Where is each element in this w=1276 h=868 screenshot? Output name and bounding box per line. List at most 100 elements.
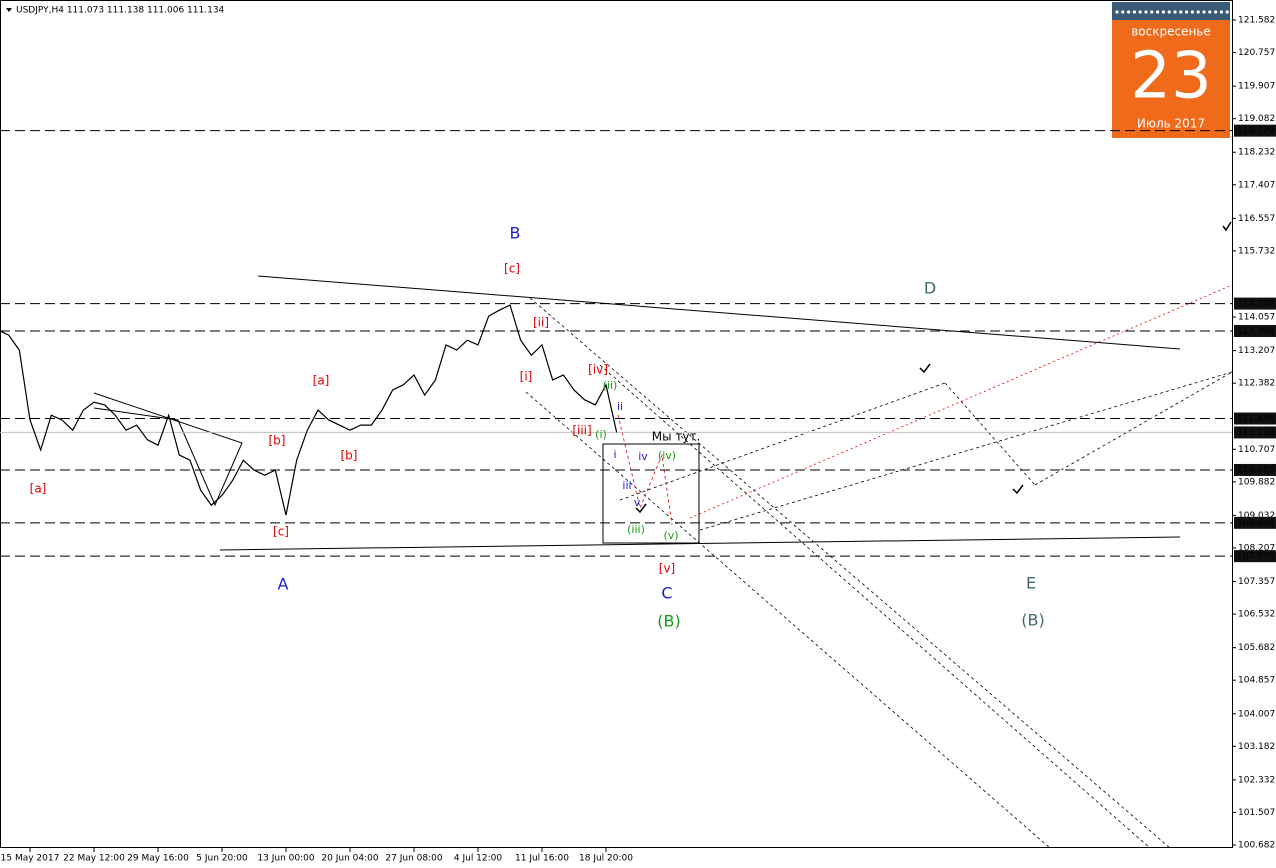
check-mark [1012, 484, 1024, 495]
y-tick-label: 114.057 [1238, 313, 1275, 323]
y-tick-label: 112.382 [1238, 379, 1275, 389]
channel-line [944, 382, 1036, 486]
x-tick-label: 13 Jun 00:00 [257, 854, 314, 864]
calendar-ring [1179, 10, 1183, 14]
path-projection [617, 414, 673, 526]
y-tick-label: 119.907 [1238, 82, 1275, 92]
wave-label: D [924, 279, 936, 298]
level-label-bg [1234, 124, 1276, 137]
y-tick-label: 117.407 [1238, 180, 1275, 190]
check-mark [635, 503, 647, 514]
x-tick-label: 11 Jul 16:00 [515, 854, 569, 864]
calendar-ring [1173, 10, 1177, 14]
calendar-ring [1225, 10, 1229, 14]
calendar-ring [1196, 10, 1200, 14]
calendar-ring [1121, 10, 1125, 14]
wave-label: [a] [313, 374, 330, 388]
channel-line [1034, 371, 1233, 486]
wave-label: (iv) [658, 449, 676, 462]
calendar-ring [1214, 10, 1218, 14]
x-tick-label: 15 May 2017 [1, 854, 60, 864]
y-tick-label: 115.732 [1238, 246, 1275, 256]
y-tick-label: 101.507 [1238, 808, 1275, 818]
wave-label: [v] [659, 562, 675, 576]
projection [689, 284, 1233, 519]
wave-label: [iv] [588, 363, 608, 377]
channel-line [529, 297, 1171, 849]
wave-label: C [661, 584, 672, 603]
level-label-bg [1234, 550, 1276, 563]
y-tick-label: 119.082 [1238, 114, 1275, 124]
wave-label: (ii) [603, 379, 618, 392]
x-tick-label: 20 Jun 04:00 [321, 854, 378, 864]
calendar-ring [1167, 10, 1171, 14]
y-tick-label: 113.207 [1238, 346, 1275, 356]
wave-label: [iii] [572, 424, 591, 438]
check-mark [1222, 221, 1232, 232]
price-label-bg [1234, 426, 1276, 439]
wave-label: [ii] [533, 316, 549, 330]
trendline [257, 275, 1181, 350]
level-label: 108.844 [1237, 518, 1274, 528]
y-tick-label: 104.007 [1238, 709, 1275, 719]
wave-label: iii [622, 479, 631, 492]
x-tick-label: 29 May 16:00 [127, 854, 189, 864]
level-label: 114.398 [1237, 299, 1274, 309]
wave-label: iv [638, 450, 648, 463]
y-tick-label: 108.207 [1238, 543, 1275, 553]
calendar-ring [1150, 10, 1154, 14]
calendar-ring [1208, 10, 1212, 14]
level-label-bg [1234, 463, 1276, 476]
plot-frame [0, 0, 1233, 848]
header: USDJPY,H4 111.073 111.138 111.006 111.13… [6, 6, 225, 16]
calendar-ring [1115, 10, 1119, 14]
calendar-ring [1156, 10, 1160, 14]
wave-label: v [634, 496, 641, 509]
wave-label: [c] [273, 525, 289, 539]
channel-line [699, 371, 1233, 531]
level-label-bg [1234, 297, 1276, 310]
calendar-bg [1112, 2, 1230, 138]
y-tick-label: 107.357 [1238, 577, 1275, 587]
price-line-series [0, 304, 618, 516]
calendar-ring [1138, 10, 1142, 14]
level-label-bg [1234, 516, 1276, 529]
channel-line [525, 391, 1051, 849]
level-label: 118.779 [1237, 126, 1274, 136]
calendar-ring [1127, 10, 1131, 14]
calendar-ring [1202, 10, 1206, 14]
x-tick-label: 4 Jul 12:00 [454, 854, 503, 864]
wave-label: [b] [341, 449, 358, 463]
y-tick-label: 102.332 [1238, 775, 1275, 785]
wave-label: ii [617, 400, 623, 413]
wave-label: (v) [663, 529, 678, 542]
x-tick-label: 5 Jun 20:00 [196, 854, 248, 864]
y-tick-label: 116.557 [1238, 214, 1275, 224]
x-tick-label: 18 Jul 20:00 [579, 854, 633, 864]
level-label: 111.486 [1237, 414, 1274, 424]
wave-label: (B) [657, 612, 680, 631]
wave-label: (B) [1021, 611, 1044, 630]
y-tick-label: 109.882 [1238, 477, 1275, 487]
y-tick-label: 103.182 [1238, 742, 1275, 752]
wave-label: Мы тут. [652, 430, 701, 444]
focus-box [602, 443, 700, 544]
calendar-ring [1144, 10, 1148, 14]
y-tick-label: 120.757 [1238, 48, 1275, 58]
calendar-ring [1132, 10, 1136, 14]
wave-label: [i] [520, 370, 533, 384]
channel-line [599, 364, 1151, 849]
wave-label: (i) [595, 428, 607, 441]
symbol-line: USDJPY,H4 111.073 111.138 111.006 111.13… [16, 6, 225, 16]
price-label: 111.134 [1237, 428, 1274, 438]
calendar-month: Июль 2017 [1137, 117, 1205, 131]
y-tick-label: 121.582 [1238, 16, 1275, 26]
wave-label: E [1026, 574, 1036, 593]
y-tick-label: 110.707 [1238, 445, 1275, 455]
drawings [93, 221, 1233, 849]
triangle [93, 392, 243, 507]
wave-label: [a] [30, 482, 47, 496]
wave-label: [b] [269, 434, 286, 448]
wave-label: B [510, 224, 521, 243]
